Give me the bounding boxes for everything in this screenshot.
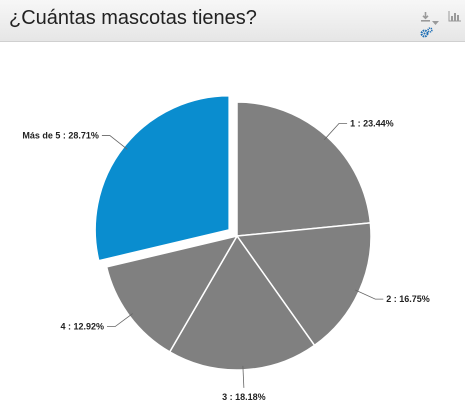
chart-toolbar bbox=[417, 4, 465, 40]
pie-slices bbox=[94, 95, 372, 371]
chart-header: ¿Cuántas mascotas tienes? bbox=[0, 0, 465, 42]
leader-line bbox=[355, 289, 384, 300]
label-leader-lines bbox=[101, 122, 384, 388]
pie-chart: 1 : 23.44% 2 : 16.75% 3 : 18.18% 4 : 12.92%… bbox=[22, 95, 430, 402]
leader-line bbox=[242, 365, 245, 388]
slice-data-label: 3 : 18.18% bbox=[222, 392, 266, 402]
leader-line bbox=[101, 135, 128, 150]
chart-area: 1 : 23.44% 2 : 16.75% 3 : 18.18% 4 : 12.92%… bbox=[0, 42, 465, 412]
slice-labels: 1 : 23.44% 2 : 16.75% 3 : 18.18% 4 : 12.92%… bbox=[22, 118, 429, 401]
download-icon[interactable] bbox=[420, 9, 431, 27]
dropdown-arrow-icon[interactable] bbox=[432, 13, 439, 31]
slice-data-label: Más de 5 : 28.71% bbox=[22, 131, 99, 141]
leader-line bbox=[106, 313, 133, 328]
settings-cog-icon[interactable] bbox=[420, 26, 433, 44]
slice-data-label: 4 : 12.92% bbox=[60, 322, 104, 332]
slice-data-label: 2 : 16.75% bbox=[386, 294, 430, 304]
bar-chart-icon[interactable] bbox=[448, 9, 462, 27]
chart-title: ¿Cuántas mascotas tienes? bbox=[9, 7, 257, 29]
pie-slice-m-s-de-5[interactable] bbox=[94, 95, 230, 262]
slice-data-label: 1 : 23.44% bbox=[350, 118, 394, 128]
leader-line bbox=[324, 122, 348, 140]
